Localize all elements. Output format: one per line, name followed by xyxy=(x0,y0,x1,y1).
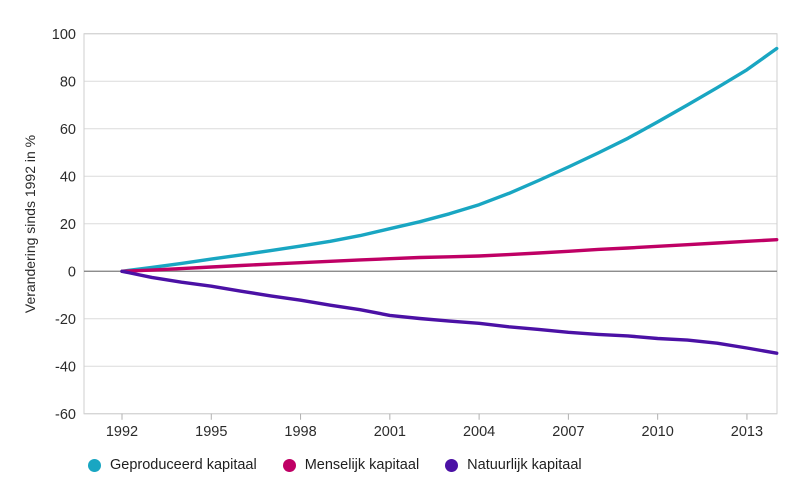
y-axis-title: Verandering sinds 1992 in % xyxy=(22,134,38,314)
y-tick-label: -60 xyxy=(55,407,76,423)
series-line-2 xyxy=(120,269,779,355)
legend-item-1[interactable]: Menselijk kapitaal xyxy=(282,457,420,473)
legend: Geproduceerd kapitaal Menselijk kapitaal N… xyxy=(88,457,582,473)
legend-dot-icon xyxy=(88,458,101,472)
x-tick-label: 1998 xyxy=(284,424,316,440)
y-tick-label: 20 xyxy=(60,217,76,233)
y-tick-label: 80 xyxy=(60,74,76,90)
legend-label: Natuurlijk kapitaal xyxy=(467,457,582,473)
x-tick-label: 1995 xyxy=(195,424,227,440)
x-tick-label: 1992 xyxy=(106,424,138,440)
x-tick-label: 2010 xyxy=(642,424,674,440)
legend-dot-icon xyxy=(445,458,459,472)
y-tick-label: 60 xyxy=(60,122,76,138)
y-tick-label: 100 xyxy=(52,27,76,43)
series-line-0 xyxy=(120,46,779,273)
x-tick-label: 2001 xyxy=(374,424,406,440)
legend-label: Menselijk kapitaal xyxy=(304,457,420,473)
legend-label: Geproduceerd kapitaal xyxy=(110,457,257,473)
legend-dot-icon xyxy=(282,458,296,472)
plot-border xyxy=(83,33,778,415)
y-tick-label: 0 xyxy=(68,264,76,280)
x-tick-label: 2004 xyxy=(463,424,495,440)
legend-item-0[interactable]: Geproduceerd kapitaal xyxy=(88,457,257,473)
series-line-1 xyxy=(120,237,779,273)
y-tick-label: -40 xyxy=(55,359,76,375)
x-tick-label: 2007 xyxy=(552,424,584,440)
y-tick-label: -20 xyxy=(55,312,76,328)
y-tick-label: 40 xyxy=(60,169,76,185)
legend-item-2[interactable]: Natuurlijk kapitaal xyxy=(445,457,582,473)
x-tick-label: 2013 xyxy=(731,424,763,440)
